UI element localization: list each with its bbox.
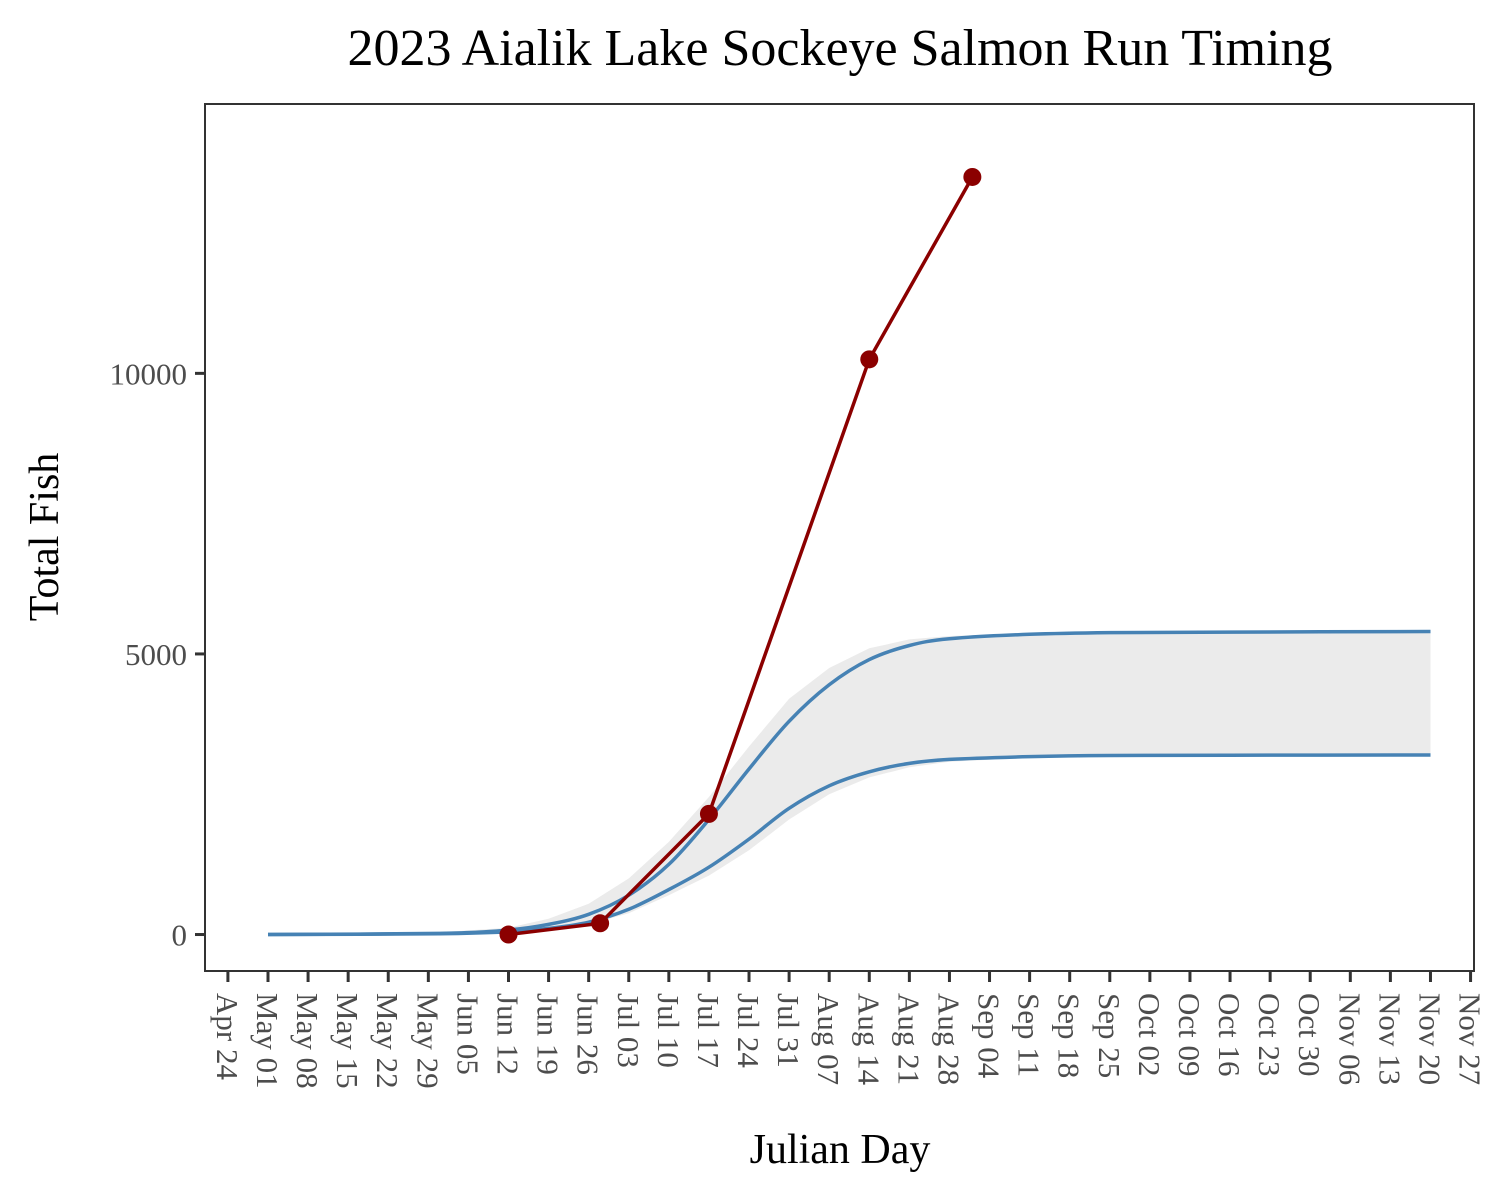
x-tick-label: Nov 06 xyxy=(1332,993,1367,1085)
x-tick-label: Nov 27 xyxy=(1453,993,1488,1085)
x-tick-label: Sep 11 xyxy=(1012,993,1047,1077)
observed-point xyxy=(499,925,518,944)
x-tick-label: Jun 05 xyxy=(450,993,485,1075)
panel-border xyxy=(204,103,1475,972)
x-tick-label: Apr 24 xyxy=(210,993,245,1080)
x-tick-label: Jul 03 xyxy=(611,993,646,1068)
y-tick-label: 10000 xyxy=(110,356,188,391)
chart-title: 2023 Aialik Lake Sockeye Salmon Run Timi… xyxy=(347,20,1332,77)
x-tick-label: Jul 17 xyxy=(691,993,726,1068)
observed-point xyxy=(699,804,718,823)
x-tick-label: Sep 25 xyxy=(1092,993,1127,1078)
y-tick-label: 0 xyxy=(172,918,188,953)
x-tick-label: Jul 10 xyxy=(651,993,686,1068)
x-axis: Apr 24 May 01 May 08 May 15 May 22 May 29 Jun … xyxy=(210,971,1488,1089)
x-tick-label: May 29 xyxy=(410,993,445,1089)
band-layer xyxy=(268,631,1431,935)
historical-range-band xyxy=(268,631,1431,935)
x-tick-label: May 15 xyxy=(330,993,365,1089)
x-tick-label: May 08 xyxy=(290,993,325,1089)
x-tick-label: Jul 24 xyxy=(731,993,766,1068)
x-tick-label: Sep 18 xyxy=(1052,993,1087,1078)
observed-point xyxy=(963,167,982,186)
x-tick-label: Oct 16 xyxy=(1212,993,1247,1077)
y-axis-label: Total Fish xyxy=(22,453,68,622)
x-tick-label: Jul 31 xyxy=(771,993,806,1068)
x-tick-label: Aug 14 xyxy=(851,993,886,1086)
x-tick-label: Oct 09 xyxy=(1172,993,1207,1077)
x-tick-label: Aug 28 xyxy=(931,993,966,1085)
x-tick-label: Jun 26 xyxy=(571,993,606,1075)
x-tick-label: Aug 07 xyxy=(811,993,846,1085)
x-tick-label: Oct 23 xyxy=(1252,993,1287,1077)
x-tick-label: Jun 12 xyxy=(491,993,526,1075)
observed-point xyxy=(591,914,610,933)
x-tick-label: Nov 20 xyxy=(1413,993,1448,1085)
x-tick-label: Jun 19 xyxy=(531,993,566,1075)
y-axis: 0 5000 10000 xyxy=(110,356,205,953)
x-tick-label: May 22 xyxy=(370,993,405,1089)
x-tick-label: Oct 30 xyxy=(1292,993,1327,1077)
x-tick-label: May 01 xyxy=(250,993,285,1089)
historical-upper-line xyxy=(267,629,1431,937)
observed-point xyxy=(860,350,879,369)
x-tick-label: Aug 21 xyxy=(891,993,926,1085)
x-tick-label: Sep 04 xyxy=(972,993,1007,1079)
x-axis-label: Julian Day xyxy=(750,1127,931,1173)
point-layer xyxy=(499,167,982,944)
panel-background xyxy=(205,104,1474,971)
x-tick-label: Oct 02 xyxy=(1132,993,1167,1077)
y-tick-label: 5000 xyxy=(125,637,187,672)
x-tick-label: Nov 13 xyxy=(1372,993,1407,1085)
plot-panel xyxy=(204,103,1475,972)
